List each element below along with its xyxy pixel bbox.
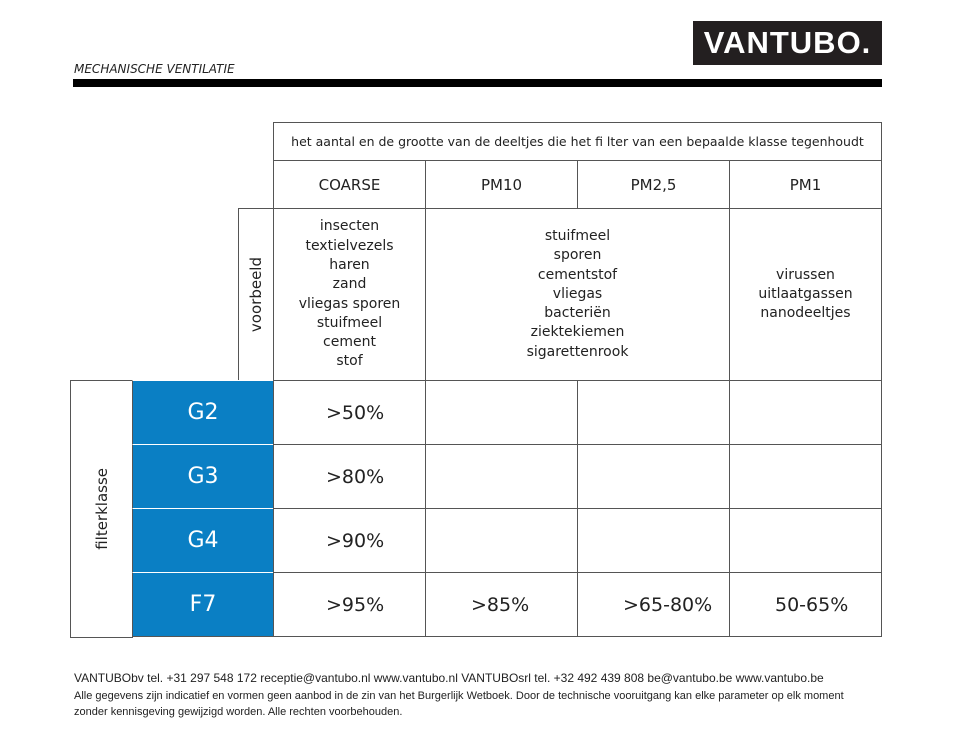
vantubo-logo: VANTUBO. bbox=[693, 21, 882, 65]
example-label-cell: voorbeeld bbox=[238, 208, 274, 381]
efficiency-cell: 50-65% bbox=[729, 572, 882, 637]
example-item: cement bbox=[323, 334, 376, 351]
col-pm10: PM10 bbox=[425, 160, 578, 209]
example-label: voorbeeld bbox=[247, 256, 265, 333]
efficiency-cell: >50% bbox=[273, 380, 426, 445]
efficiency-cell: >85% bbox=[425, 572, 578, 637]
filter-class-g4: G4 bbox=[132, 508, 274, 573]
example-item: zand bbox=[332, 276, 367, 293]
example-item: haren bbox=[329, 256, 370, 273]
table-caption: het aantal en de grootte van de deeltjes… bbox=[273, 122, 882, 161]
efficiency-cell bbox=[425, 444, 578, 509]
efficiency-cell bbox=[729, 380, 882, 445]
efficiency-cell bbox=[729, 444, 882, 509]
header-divider bbox=[73, 79, 882, 87]
col-pm1: PM1 bbox=[729, 160, 882, 209]
example-item: nanodeeltjes bbox=[760, 305, 851, 322]
example-item: textielvezels bbox=[305, 237, 394, 254]
efficiency-cell bbox=[425, 380, 578, 445]
footer-disclaimer-1: Alle gegevens zijn indicatief en vormen … bbox=[74, 690, 844, 702]
example-item: cementstof bbox=[537, 266, 618, 283]
efficiency-cell bbox=[577, 444, 730, 509]
efficiency-cell bbox=[577, 380, 730, 445]
col-pm25: PM2,5 bbox=[577, 160, 730, 209]
examples-pm10-pm25: stuifmeel sporen cementstof vliegas bacterië… bbox=[425, 208, 730, 381]
example-item: virussen bbox=[776, 266, 835, 283]
efficiency-cell: >65-80% bbox=[577, 572, 730, 637]
example-item: stof bbox=[336, 353, 363, 370]
example-item: insecten bbox=[319, 218, 380, 235]
example-item: uitlaatgassen bbox=[758, 285, 853, 302]
col-coarse: COARSE bbox=[273, 160, 426, 209]
efficiency-cell: >95% bbox=[273, 572, 426, 637]
filter-class-g2: G2 bbox=[132, 380, 274, 445]
examples-pm1: virussen uitlaatgassen nanodeeltjes bbox=[729, 208, 882, 381]
example-item: stuifmeel bbox=[544, 227, 611, 244]
example-item: vliegas bbox=[552, 285, 603, 302]
efficiency-cell bbox=[729, 508, 882, 573]
examples-coarse: insecten textielvezels haren zand vliegas sp… bbox=[273, 208, 426, 381]
example-item: bacteriën bbox=[544, 305, 611, 322]
efficiency-cell bbox=[577, 508, 730, 573]
row-label: filterklasse bbox=[92, 468, 111, 550]
example-item: sigarettenrook bbox=[526, 343, 629, 360]
example-item: stuifmeel bbox=[316, 314, 383, 331]
example-item: vliegas sporen bbox=[298, 295, 401, 312]
footer-disclaimer-2: zonder kennisgeving gewijzigd worden. Al… bbox=[74, 706, 403, 718]
footer-contact: VANTUBObv tel. +31 297 548 172 receptie@… bbox=[74, 671, 824, 685]
example-item: ziektekiemen bbox=[530, 324, 625, 341]
row-label-cell: filterklasse bbox=[70, 380, 133, 638]
filter-class-g3: G3 bbox=[132, 444, 274, 509]
efficiency-cell: >90% bbox=[273, 508, 426, 573]
page-subtitle: MECHANISCHE VENTILATIE bbox=[74, 62, 235, 76]
filter-class-f7: F7 bbox=[132, 572, 274, 637]
efficiency-cell bbox=[425, 508, 578, 573]
efficiency-cell: >80% bbox=[273, 444, 426, 509]
example-item: sporen bbox=[553, 247, 602, 264]
